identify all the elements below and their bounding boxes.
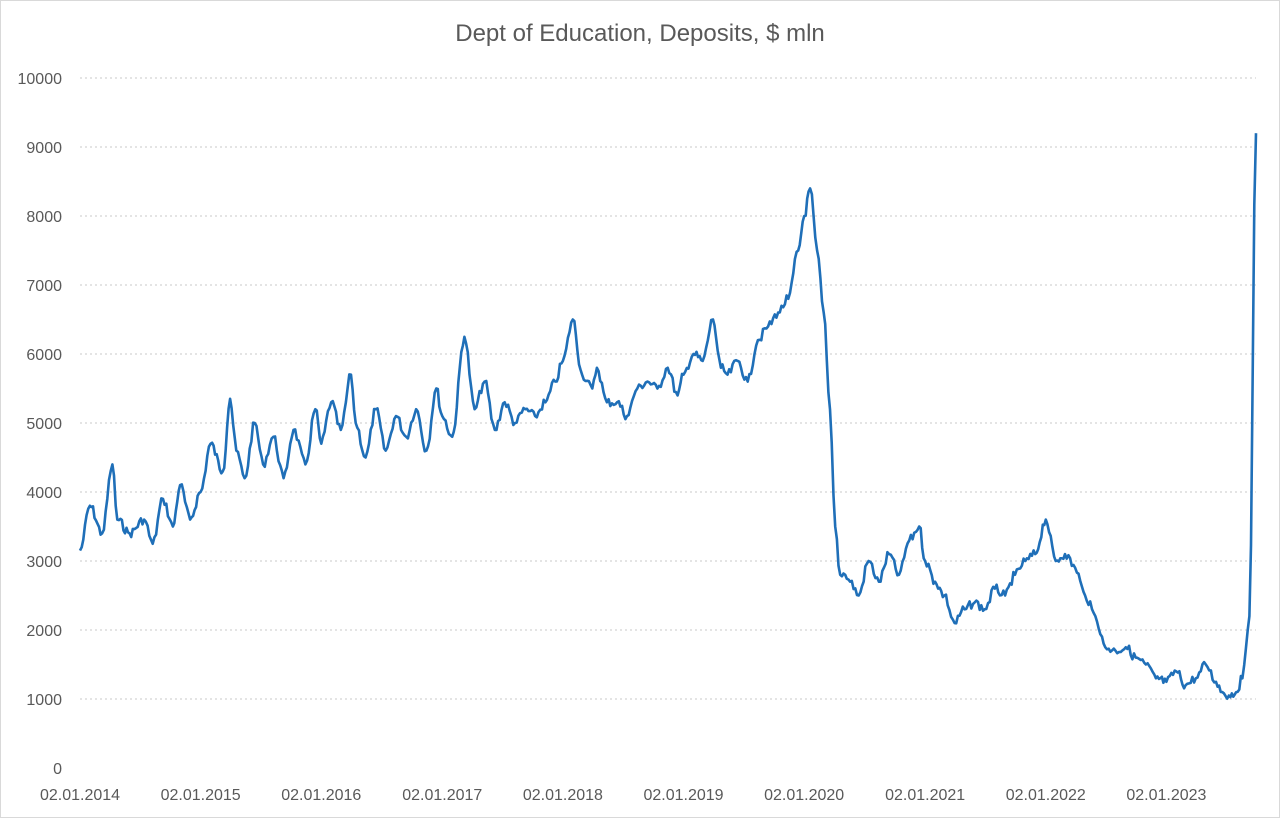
y-tick-label: 4000 — [26, 485, 62, 502]
x-tick-label: 02.01.2023 — [1126, 787, 1206, 804]
x-tick-label: 02.01.2017 — [402, 787, 482, 804]
y-tick-label: 5000 — [26, 416, 62, 433]
x-tick-label: 02.01.2019 — [643, 787, 723, 804]
y-tick-label: 2000 — [26, 623, 62, 640]
x-tick-label: 02.01.2021 — [885, 787, 965, 804]
y-tick-label: 3000 — [26, 554, 62, 571]
y-tick-label: 9000 — [26, 140, 62, 157]
y-tick-label: 1000 — [26, 692, 62, 709]
series-layer — [78, 133, 1258, 700]
y-tick-label: 7000 — [26, 278, 62, 295]
x-axis-tick-labels: 02.01.2014 02.01.2015 02.01.2016 02.01.2017… — [40, 787, 1207, 804]
x-tick-label: 02.01.2014 — [40, 787, 120, 804]
x-tick-label: 02.01.2018 — [523, 787, 603, 804]
y-tick-label: 8000 — [26, 209, 62, 226]
x-tick-label: 02.01.2022 — [1006, 787, 1086, 804]
gridlines — [80, 77, 1256, 700]
y-tick-label: 10000 — [18, 71, 63, 88]
y-axis-tick-labels: 0 1000 2000 3000 4000 5000 6000 7000 8000 9000 100… — [18, 71, 63, 778]
chart-title: Dept of Education, Deposits, $ mln — [455, 20, 825, 47]
x-tick-label: 02.01.2015 — [161, 787, 241, 804]
series-line-0 — [78, 133, 1258, 700]
y-tick-label: 0 — [53, 761, 62, 778]
y-tick-label: 6000 — [26, 347, 62, 364]
x-tick-label: 02.01.2016 — [281, 787, 361, 804]
x-tick-label: 02.01.2020 — [764, 787, 844, 804]
